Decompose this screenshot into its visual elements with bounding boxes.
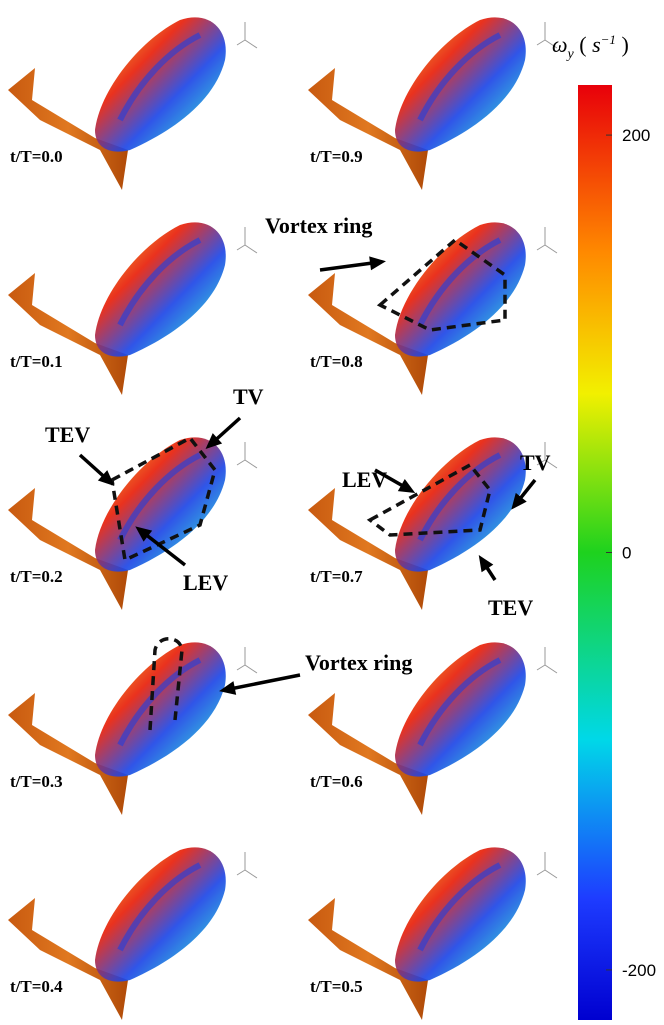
- axis-icon: [237, 22, 257, 48]
- colorbar-tick-label: 200: [622, 126, 650, 145]
- vortex: [95, 222, 226, 356]
- vortex: [395, 437, 526, 571]
- panel: t/T=0.8: [308, 222, 557, 395]
- axis-icon: [237, 442, 257, 468]
- axis-icon: [237, 852, 257, 878]
- panel: t/T=0.3: [8, 642, 257, 815]
- panel-label: t/T=0.9: [310, 147, 363, 166]
- axis-icon: [537, 647, 557, 673]
- vortex: [95, 17, 226, 151]
- annotation: Vortex ring: [265, 213, 372, 238]
- annotation: LEV: [183, 570, 228, 595]
- axis-icon: [237, 227, 257, 253]
- panel-label: t/T=0.4: [10, 977, 63, 996]
- vortex: [395, 642, 526, 776]
- annotation: Vortex ring: [305, 650, 412, 675]
- vortex: [95, 642, 226, 776]
- axis-icon: [537, 852, 557, 878]
- vortex: [395, 847, 526, 981]
- vortex: [95, 847, 226, 981]
- arrow-head: [479, 555, 494, 572]
- panel: t/T=0.5: [308, 847, 557, 1020]
- annotation: TEV: [488, 595, 533, 620]
- panel-label: t/T=0.7: [310, 567, 363, 586]
- axis-icon: [237, 647, 257, 673]
- arrow-head: [369, 256, 386, 270]
- vortex: [395, 17, 526, 151]
- annotation: TV: [233, 384, 264, 409]
- panel: t/T=0.4: [8, 847, 257, 1020]
- panel-label: t/T=0.1: [10, 352, 63, 371]
- panel: t/T=0.1: [8, 222, 257, 395]
- colorbar-tick-label: 0: [622, 544, 631, 563]
- colorbar-label: ωy ( s−1 ): [552, 32, 629, 62]
- panel-label: t/T=0.5: [310, 977, 363, 996]
- annotation: TV: [520, 450, 551, 475]
- panel: t/T=0.9: [308, 17, 557, 190]
- panel-label: t/T=0.3: [10, 772, 63, 791]
- colorbar-tick-label: -200: [622, 961, 656, 980]
- arrow: [225, 675, 300, 690]
- panel-label: t/T=0.8: [310, 352, 363, 371]
- annotation: TEV: [45, 422, 90, 447]
- panel-label: t/T=0.0: [10, 147, 63, 166]
- panel-label: t/T=0.6: [310, 772, 363, 791]
- panel-label: t/T=0.2: [10, 567, 63, 586]
- panel: t/T=0.0: [8, 17, 257, 190]
- annotation: LEV: [342, 467, 387, 492]
- axis-icon: [537, 227, 557, 253]
- figure: t/T=0.0 t/T=0.9 t/T=0.1 t/T=0.8 t/T=0.2 t/T=0…: [0, 0, 664, 1025]
